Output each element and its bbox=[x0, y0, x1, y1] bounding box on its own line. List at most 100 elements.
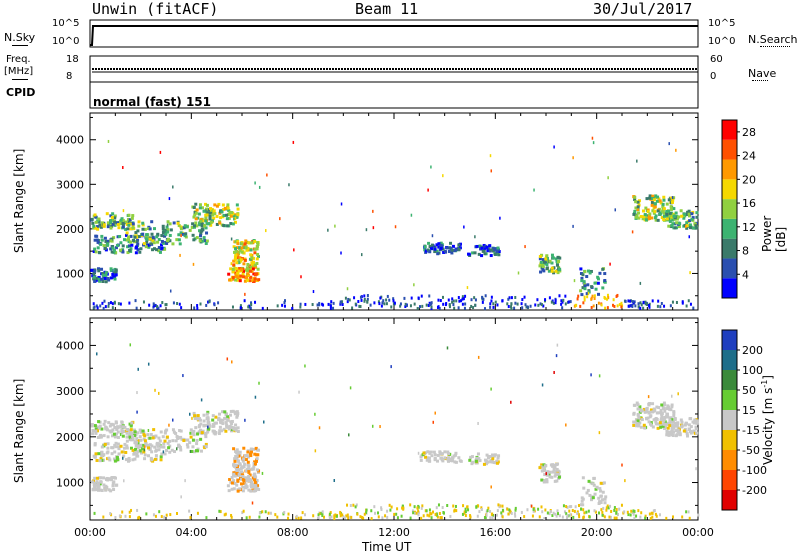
echo-cell bbox=[231, 222, 235, 226]
echo-cell bbox=[110, 422, 114, 426]
echo-cell bbox=[540, 262, 544, 266]
echo-cell bbox=[125, 446, 129, 450]
ground-scatter-cell bbox=[442, 302, 445, 306]
ground-scatter-cell bbox=[152, 513, 155, 517]
sparse-echo bbox=[671, 394, 673, 398]
echo-cell bbox=[246, 273, 250, 277]
ground-scatter-cell bbox=[478, 510, 481, 514]
echo-cell bbox=[151, 236, 155, 240]
echo-cell bbox=[252, 465, 256, 469]
ground-scatter-cell bbox=[378, 302, 381, 306]
ground-scatter-cell bbox=[390, 505, 393, 509]
echo-cell bbox=[95, 225, 99, 229]
echo-cell bbox=[222, 208, 226, 212]
echo-cell bbox=[447, 250, 451, 254]
echo-cell bbox=[95, 429, 99, 433]
echo-cell bbox=[677, 225, 681, 229]
echo-cell bbox=[191, 222, 195, 226]
sparse-echo bbox=[394, 225, 397, 229]
echo-cell bbox=[192, 411, 196, 415]
echo-cell bbox=[252, 447, 256, 451]
echo-cell bbox=[241, 465, 245, 469]
echo-cell bbox=[249, 454, 253, 458]
echo-cell bbox=[632, 403, 636, 407]
colorbar-1-segment bbox=[722, 330, 737, 350]
echo-cell bbox=[152, 428, 156, 432]
echo-cell bbox=[165, 435, 169, 439]
echo-cell bbox=[147, 454, 151, 458]
echo-cell bbox=[232, 487, 236, 491]
echo-cell bbox=[131, 437, 135, 441]
echo-cell bbox=[255, 457, 259, 461]
echo-cell bbox=[98, 482, 102, 486]
echo-cell bbox=[242, 262, 246, 266]
echo-cell bbox=[478, 459, 482, 463]
echo-cell bbox=[667, 224, 671, 228]
echo-cell bbox=[660, 412, 664, 416]
panel-0-frame bbox=[89, 112, 699, 311]
echo-cell bbox=[597, 501, 601, 505]
ground-scatter-cell bbox=[366, 294, 369, 298]
echo-cell bbox=[647, 403, 651, 407]
ground-scatter-cell bbox=[405, 303, 408, 307]
echo-cell bbox=[102, 224, 106, 228]
echo-cell bbox=[223, 206, 227, 210]
echo-cell bbox=[103, 442, 107, 446]
echo-cell bbox=[246, 460, 250, 464]
echo-cell bbox=[545, 480, 549, 484]
echo-cell bbox=[99, 225, 103, 229]
echo-cell bbox=[119, 444, 123, 448]
ground-scatter-cell bbox=[439, 516, 442, 520]
echo-cell bbox=[227, 272, 231, 276]
echo-cell bbox=[650, 216, 654, 220]
echo-cell bbox=[142, 431, 146, 435]
ground-scatter-cell bbox=[578, 515, 581, 519]
echo-cell bbox=[202, 236, 206, 240]
ground-scatter-cell bbox=[428, 294, 431, 298]
ground-scatter-cell bbox=[328, 512, 331, 516]
echo-cell bbox=[241, 272, 245, 276]
echo-cell bbox=[644, 216, 648, 220]
ground-scatter-cell bbox=[414, 511, 417, 515]
ground-scatter-cell bbox=[119, 302, 122, 306]
echo-cell bbox=[693, 418, 697, 422]
ground-scatter-cell bbox=[156, 305, 159, 309]
sparse-echo bbox=[254, 395, 257, 399]
echo-cell bbox=[124, 458, 128, 462]
echo-cell bbox=[240, 242, 244, 246]
echo-cell bbox=[635, 214, 639, 218]
echo-cell bbox=[683, 427, 687, 431]
echo-cell bbox=[145, 444, 149, 448]
sparse-echo bbox=[226, 357, 229, 361]
echo-cell bbox=[241, 459, 245, 463]
ground-scatter-cell bbox=[274, 513, 277, 517]
ground-scatter-cell bbox=[610, 509, 613, 513]
echo-cell bbox=[640, 409, 644, 413]
echo-cell bbox=[644, 206, 648, 210]
echo-cell bbox=[675, 221, 679, 225]
echo-cell bbox=[690, 217, 694, 221]
sparse-echo bbox=[517, 271, 520, 275]
echo-cell bbox=[663, 422, 667, 426]
ground-scatter-cell bbox=[291, 306, 294, 310]
ground-scatter-cell bbox=[217, 301, 220, 305]
ground-scatter-cell bbox=[514, 301, 517, 305]
echo-cell bbox=[227, 216, 231, 220]
sparse-echo bbox=[466, 286, 469, 290]
echo-cell bbox=[579, 289, 583, 293]
colorbar-tick-label: 200 bbox=[742, 344, 763, 357]
echo-cell bbox=[235, 246, 239, 250]
echo-cell bbox=[112, 488, 116, 492]
echo-cell bbox=[106, 243, 110, 247]
sparse-echo bbox=[410, 213, 413, 217]
echo-cell bbox=[558, 256, 562, 260]
ground-scatter-cell bbox=[510, 302, 513, 306]
echo-cell bbox=[230, 476, 234, 480]
echo-cell bbox=[235, 415, 239, 419]
ground-scatter-cell bbox=[373, 301, 376, 305]
echo-cell bbox=[113, 216, 117, 220]
cpid-value: normal (fast) 151 bbox=[93, 95, 211, 109]
colorbar-tick-label: 50 bbox=[742, 384, 756, 397]
echo-cell bbox=[129, 240, 133, 244]
ground-scatter-cell bbox=[612, 298, 615, 302]
